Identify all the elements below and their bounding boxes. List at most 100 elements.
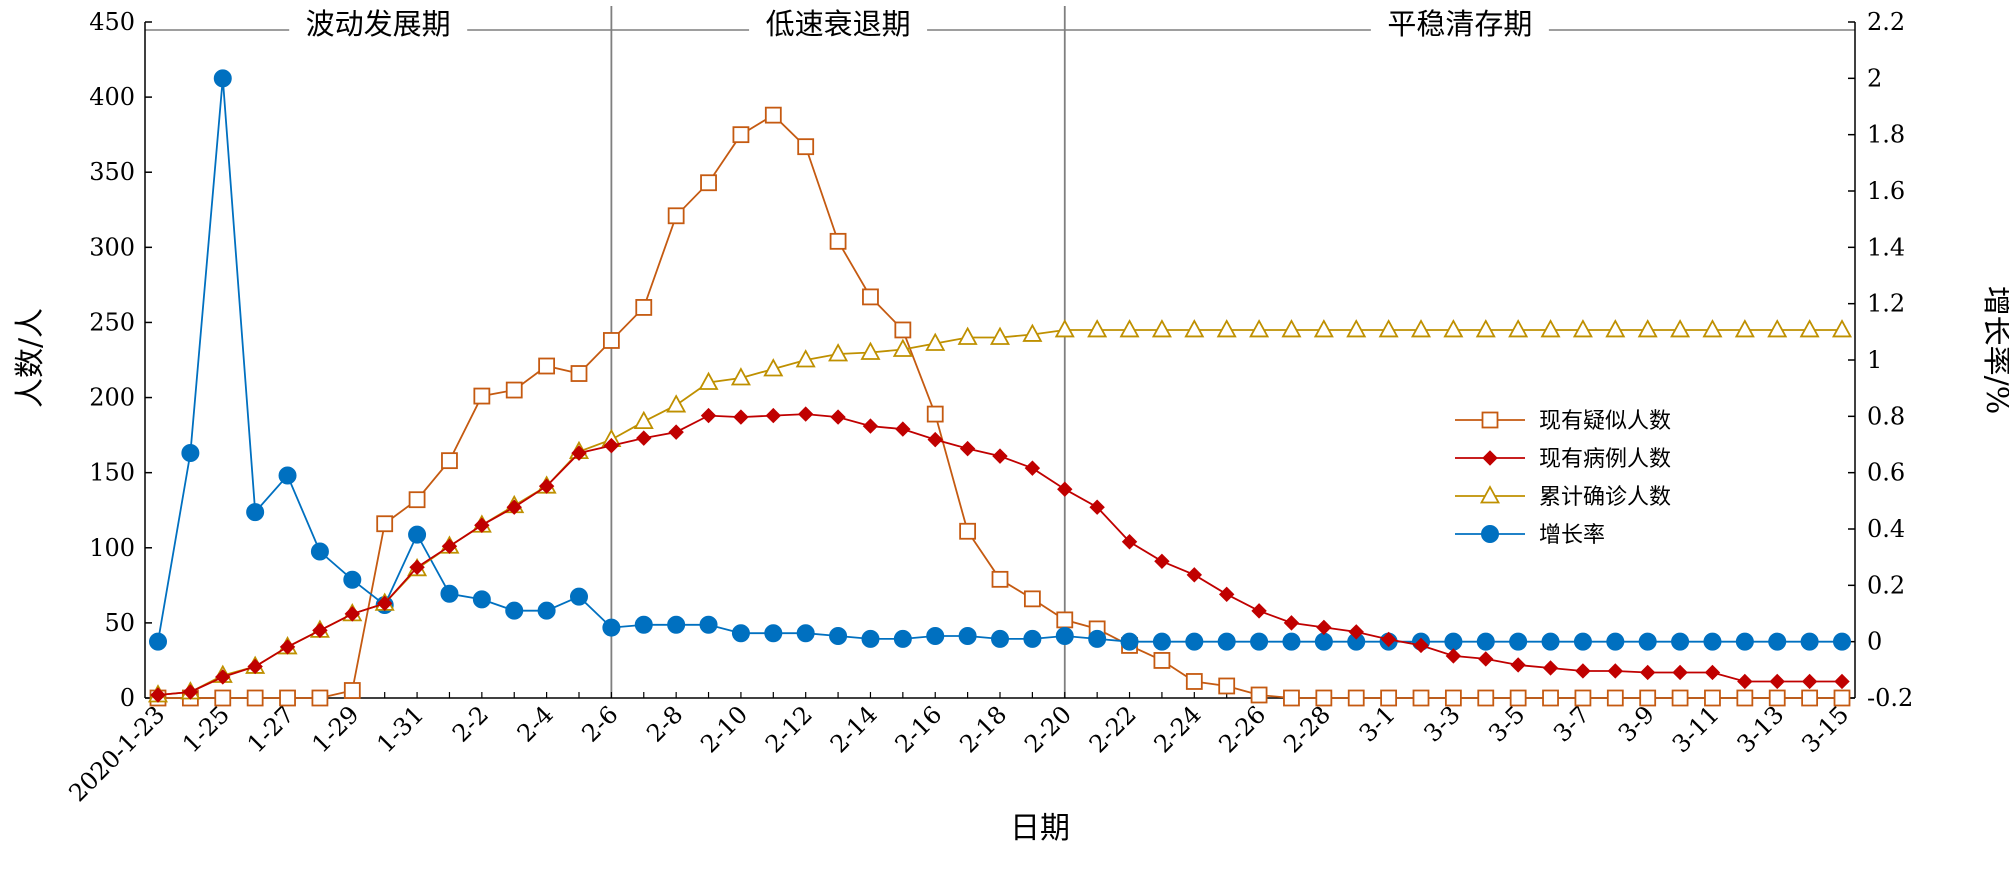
x-tick-label: 2-26 (1213, 700, 1271, 758)
data-point (343, 682, 361, 699)
x-tick-label: 2-22 (1084, 700, 1142, 758)
data-point (1151, 319, 1172, 338)
data-point (764, 624, 783, 643)
data-point (892, 338, 913, 357)
legend-item: 增长率 (1455, 523, 1605, 548)
data-point (1479, 485, 1501, 504)
data-point (860, 341, 881, 360)
data-point (1057, 481, 1073, 497)
data-point (602, 618, 621, 637)
data-point (1703, 632, 1722, 651)
x-tick-label: 2-16 (890, 700, 948, 758)
data-point (1410, 319, 1432, 338)
data-point (1121, 534, 1138, 550)
y2-tick-label: -0.2 (1867, 684, 1913, 712)
data-point (796, 624, 815, 643)
data-point (958, 627, 977, 646)
phase-label: 平稳清存期 (1387, 7, 1532, 41)
data-point (1831, 319, 1853, 338)
data-point (1704, 689, 1721, 707)
data-point (1606, 689, 1624, 707)
data-point (312, 622, 328, 639)
legend-item: 现有病例人数 (1455, 447, 1671, 472)
y-tick-label: 400 (89, 83, 135, 111)
data-point (1639, 664, 1656, 681)
data-point (828, 343, 849, 362)
data-point (635, 299, 653, 316)
data-point (991, 629, 1009, 648)
data-point (667, 615, 686, 634)
data-point (1054, 319, 1075, 338)
data-point (1476, 632, 1495, 651)
data-point (376, 515, 394, 533)
x-tick-label: 3-7 (1548, 700, 1595, 747)
data-point (311, 689, 329, 707)
x-tick-label: 3-13 (1732, 700, 1790, 758)
data-point (1314, 632, 1333, 651)
data-point (1542, 689, 1559, 707)
data-point (699, 615, 718, 634)
data-point (1346, 319, 1367, 338)
y-tick-label: 350 (89, 158, 135, 186)
data-point (1639, 689, 1657, 707)
data-point (603, 437, 620, 454)
data-point (830, 409, 846, 425)
data-point (797, 138, 815, 156)
data-point (1799, 319, 1820, 338)
data-point (1606, 632, 1625, 651)
data-point (1509, 632, 1528, 651)
y-tick-label: 50 (104, 609, 135, 637)
data-point (1412, 689, 1430, 707)
data-point (829, 627, 848, 646)
data-point (1184, 319, 1205, 338)
data-point (1541, 632, 1560, 651)
y2-tick-label: 0.6 (1867, 459, 1905, 487)
x-tick-label: 2-24 (1149, 700, 1207, 758)
data-point (1087, 319, 1108, 338)
data-point (1119, 319, 1140, 338)
data-point (1637, 319, 1658, 338)
y2-axis-title: 增长率/% (1979, 286, 2009, 415)
data-point (1249, 319, 1270, 338)
x-tick-label: 2-2 (447, 700, 494, 747)
data-point (1348, 624, 1364, 640)
y-tick-label: 250 (89, 308, 135, 336)
data-point (1315, 689, 1333, 707)
data-point (408, 525, 427, 544)
series-1 (150, 406, 1850, 703)
data-point (634, 615, 653, 634)
data-point (1250, 632, 1269, 651)
y-tick-label: 0 (120, 684, 135, 712)
data-point (1152, 632, 1171, 651)
x-axis-title: 日期 (1010, 811, 1070, 846)
data-point (1153, 652, 1171, 669)
y2-tick-label: 2 (1867, 64, 1882, 92)
data-point (1735, 632, 1754, 651)
data-point (1316, 619, 1332, 636)
data-point (636, 430, 652, 446)
data-point (1444, 632, 1463, 651)
y2-tick-label: 2.2 (1867, 8, 1905, 36)
x-tick-label: 3-5 (1483, 700, 1530, 747)
data-point (1283, 615, 1300, 631)
data-point (1154, 553, 1170, 570)
data-point (1313, 319, 1334, 338)
data-point (1833, 632, 1851, 651)
data-point (474, 517, 490, 533)
data-point (795, 349, 816, 368)
data-point (279, 639, 296, 655)
data-point (1768, 632, 1787, 651)
data-point (1769, 673, 1785, 690)
data-point (1702, 319, 1723, 338)
data-point (925, 332, 946, 351)
data-point (861, 629, 880, 648)
data-point (1378, 319, 1399, 338)
x-tick-label: 2-4 (512, 700, 559, 747)
data-point (1801, 673, 1818, 690)
x-tick-label: 1-27 (242, 700, 300, 758)
data-point (343, 570, 362, 589)
data-point (1347, 689, 1365, 707)
data-point (1055, 627, 1074, 646)
data-point (1575, 663, 1591, 679)
